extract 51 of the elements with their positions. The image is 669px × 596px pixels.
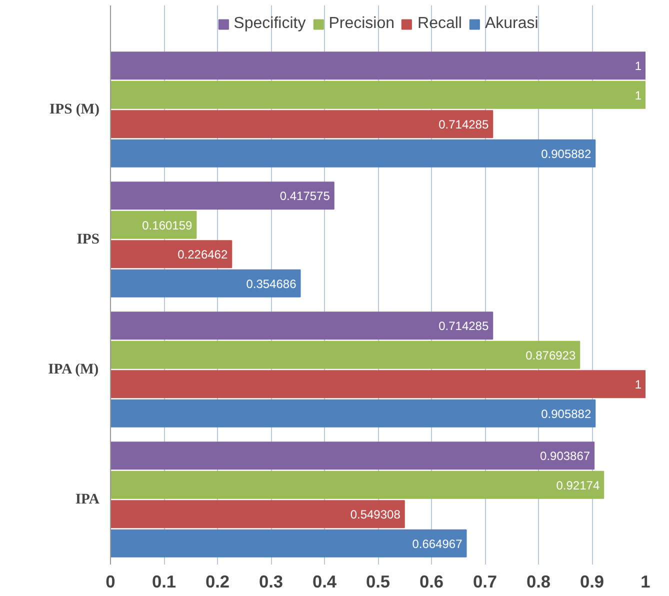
x-tick-label: 0.6: [419, 572, 444, 592]
bar: [110, 442, 595, 470]
bar: [110, 139, 596, 168]
data-label: 0.714285: [438, 118, 489, 132]
bar: [110, 340, 580, 369]
data-label: 0.905882: [541, 146, 592, 161]
data-label: 0.664967: [412, 536, 463, 551]
y-tick-label: IPS: [76, 232, 100, 248]
bar: [110, 80, 646, 109]
bar: [110, 470, 604, 499]
legend-label: Recall: [418, 15, 462, 33]
bar: [110, 370, 646, 398]
legend-label: Akurasi: [484, 15, 538, 33]
bar: [110, 269, 301, 298]
bar: [110, 529, 467, 558]
bar: [110, 399, 596, 428]
x-tick-label: 1: [640, 572, 651, 592]
x-tick-label: 0.9: [580, 572, 604, 592]
data-label: 1: [634, 59, 642, 74]
data-label: 0.876923: [526, 348, 576, 362]
data-label: 0.92174: [556, 478, 600, 492]
data-label: 0.160159: [142, 218, 193, 232]
x-tick-label: 0.5: [366, 572, 390, 592]
y-tick-label: IPA: [75, 492, 100, 508]
legend-label: Specificity: [234, 15, 306, 33]
x-tick-label: 0.2: [205, 572, 230, 592]
data-label: 0.905882: [541, 406, 592, 421]
y-tick-label: IPS (M): [49, 102, 100, 118]
bar: [110, 240, 232, 268]
x-tick-label: 0.4: [312, 572, 337, 592]
x-tick-label: 0.1: [152, 572, 176, 592]
data-label: 1: [634, 88, 642, 102]
bar: [110, 52, 646, 80]
data-label: 0.903867: [540, 449, 590, 464]
bar: [110, 500, 405, 528]
y-tick-label: IPA (M): [48, 362, 99, 378]
x-tick-label: 0.3: [258, 572, 284, 592]
x-tick-label: 0.8: [526, 572, 551, 592]
legend-label: Precision: [328, 15, 395, 33]
data-label: 0.417575: [280, 189, 330, 204]
data-label: 0.549308: [350, 508, 401, 522]
data-label: 0.714285: [438, 319, 489, 334]
x-tick-label: 0.7: [472, 572, 498, 592]
x-tick-label: 0: [106, 572, 116, 592]
data-label: 0.354686: [246, 276, 297, 291]
data-label: 1: [634, 378, 642, 392]
bar: [110, 182, 334, 210]
bar: [110, 210, 197, 239]
bar: [110, 110, 494, 138]
bar: [110, 312, 494, 340]
data-label: 0.226462: [178, 248, 228, 262]
